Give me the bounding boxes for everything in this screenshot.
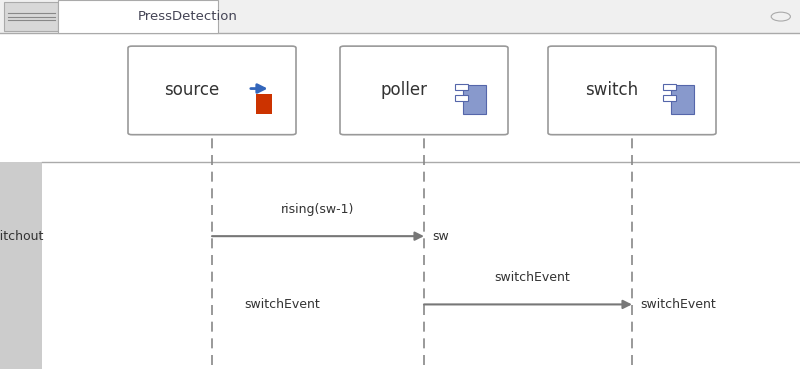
FancyBboxPatch shape bbox=[0, 162, 42, 369]
FancyBboxPatch shape bbox=[455, 95, 468, 101]
FancyBboxPatch shape bbox=[340, 46, 508, 135]
Text: switchEvent: switchEvent bbox=[494, 271, 570, 284]
FancyBboxPatch shape bbox=[463, 85, 486, 114]
FancyBboxPatch shape bbox=[548, 46, 716, 135]
FancyBboxPatch shape bbox=[256, 94, 272, 114]
FancyBboxPatch shape bbox=[663, 84, 676, 90]
FancyBboxPatch shape bbox=[455, 84, 468, 90]
Text: rising(sw-1): rising(sw-1) bbox=[281, 203, 354, 216]
Text: switchEvent: switchEvent bbox=[244, 298, 320, 311]
FancyBboxPatch shape bbox=[663, 95, 676, 101]
Text: source: source bbox=[164, 82, 220, 99]
FancyBboxPatch shape bbox=[58, 0, 218, 33]
Text: sw: sw bbox=[432, 230, 449, 243]
FancyBboxPatch shape bbox=[671, 85, 694, 114]
FancyBboxPatch shape bbox=[128, 46, 296, 135]
Circle shape bbox=[771, 12, 790, 21]
Text: switchout: switchout bbox=[0, 230, 44, 243]
Text: poller: poller bbox=[381, 82, 427, 99]
FancyBboxPatch shape bbox=[0, 33, 800, 369]
FancyBboxPatch shape bbox=[0, 0, 800, 33]
Text: PressDetection: PressDetection bbox=[138, 10, 238, 23]
Text: switchEvent: switchEvent bbox=[640, 298, 716, 311]
FancyBboxPatch shape bbox=[4, 2, 58, 31]
Text: switch: switch bbox=[586, 82, 638, 99]
